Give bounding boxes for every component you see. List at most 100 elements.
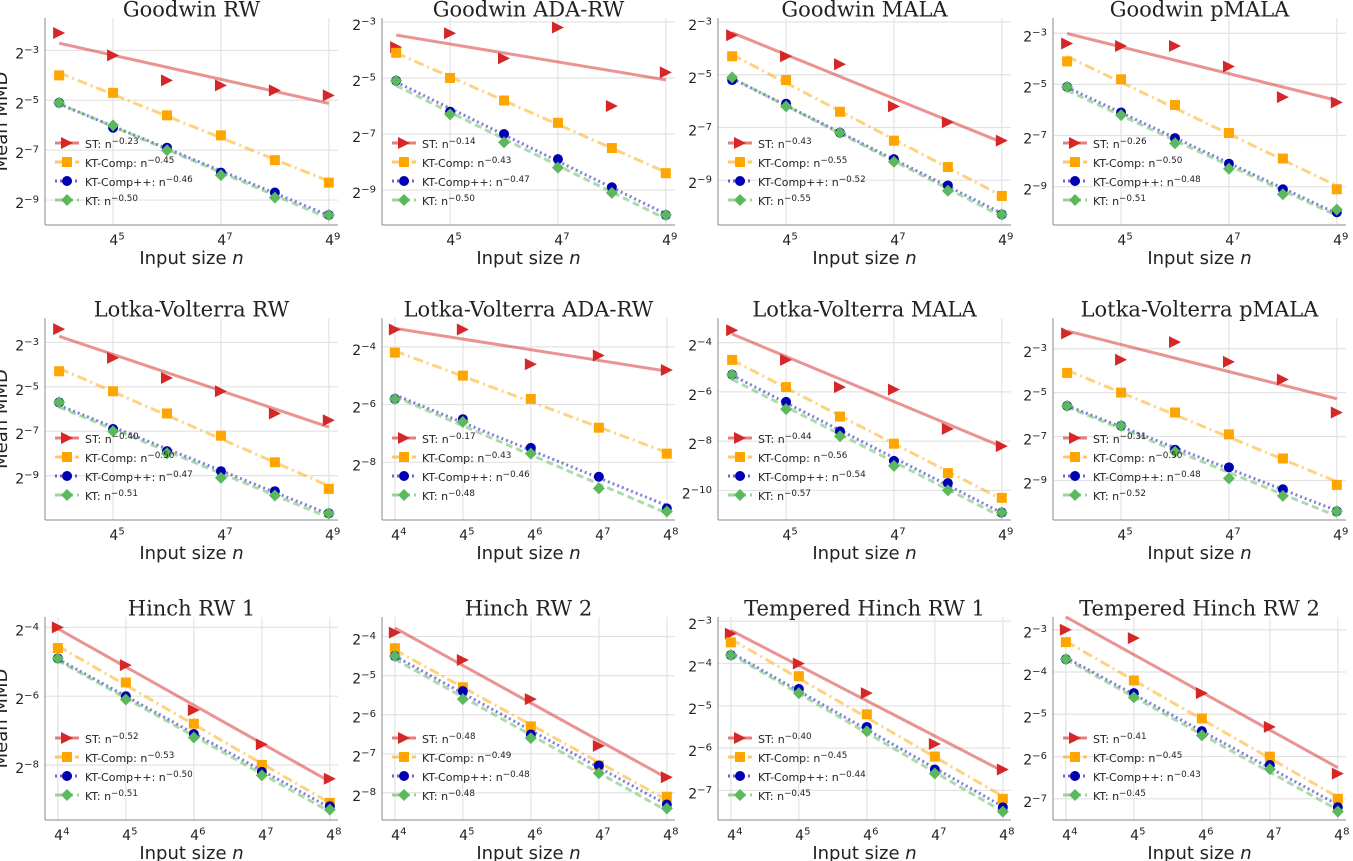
y-tick-label: 2−8: [352, 457, 376, 475]
fit-line: [731, 373, 1003, 515]
marker: [119, 659, 132, 672]
x-tick-label: 46: [527, 826, 542, 844]
marker: [860, 725, 873, 738]
y-tick-label: 2−3: [1023, 343, 1047, 361]
marker: [941, 184, 954, 197]
marker: [1331, 184, 1342, 195]
marker: [456, 654, 469, 667]
legend-marker: [1069, 789, 1081, 801]
legend-marker: [735, 471, 745, 481]
legend-label: KT-Comp++: n−0.48: [422, 770, 530, 784]
legend-marker: [398, 432, 410, 444]
x-tick-label: 47: [217, 526, 232, 544]
y-axis-label: Mean MMD: [0, 669, 12, 769]
legend-label: KT-Comp: n−0.53: [85, 751, 174, 765]
marker: [997, 793, 1008, 804]
marker: [444, 27, 457, 40]
marker: [108, 87, 119, 98]
x-tick-label: 47: [217, 231, 232, 249]
marker: [187, 731, 200, 744]
legend-label: KT-Comp: n−0.45: [1093, 751, 1182, 765]
y-tick-label: 2−4: [15, 622, 39, 640]
marker: [792, 687, 805, 700]
x-tick-label: 46: [1198, 826, 1213, 844]
x-tick-label: 45: [1117, 526, 1132, 544]
marker: [835, 106, 846, 117]
marker: [780, 100, 793, 113]
marker: [391, 47, 402, 58]
marker: [1222, 162, 1235, 175]
x-tick-label: 47: [1225, 526, 1240, 544]
legend-label: KT: n−0.50: [85, 194, 138, 208]
legend-label: KT: n−0.45: [1093, 789, 1146, 803]
y-tick-label: 2−5: [1023, 387, 1047, 405]
fit-line: [730, 637, 1004, 798]
marker: [215, 466, 226, 477]
y-tick-label: 2−3: [15, 45, 39, 63]
y-tick-label: 2−3: [688, 17, 712, 35]
legend-label: KT-Comp++: n−0.44: [758, 770, 866, 784]
fit-line: [58, 334, 330, 429]
y-tick-label: 2−6: [688, 386, 712, 404]
marker: [887, 155, 900, 168]
legend-marker: [62, 771, 72, 781]
marker: [1170, 99, 1181, 110]
legend-marker: [398, 194, 410, 206]
y-tick-label: 2−9: [352, 184, 376, 202]
y-tick-label: 2−7: [688, 785, 712, 803]
legend-marker: [399, 471, 409, 481]
y-tick-label: 2−3: [15, 337, 39, 355]
y-tick-label: 2−3: [352, 16, 376, 34]
legend-marker: [1070, 471, 1080, 481]
marker: [996, 492, 1007, 503]
legend-label: ST: n−0.31: [1093, 432, 1147, 446]
marker: [1276, 91, 1289, 104]
x-tick-label: 44: [1062, 826, 1077, 844]
marker: [214, 79, 227, 92]
legend-label: KT-Comp: n−0.56: [758, 451, 848, 465]
marker: [323, 483, 334, 494]
legend-marker: [62, 176, 72, 186]
legend-marker: [399, 176, 409, 186]
marker: [942, 162, 953, 173]
marker: [268, 489, 281, 502]
legend-label: KT-Comp++: n−0.47: [422, 175, 530, 189]
x-tick-label: 48: [663, 526, 678, 544]
marker: [605, 186, 618, 199]
marker: [781, 382, 792, 393]
marker: [1127, 691, 1140, 704]
marker: [780, 403, 793, 416]
marker: [1062, 56, 1073, 67]
marker: [161, 371, 174, 384]
fit-line: [731, 378, 1003, 519]
legend-label: KT-Comp: n−0.43: [422, 451, 511, 465]
marker: [1127, 632, 1140, 645]
x-tick-label: 47: [931, 826, 946, 844]
marker: [1223, 127, 1234, 138]
marker: [187, 704, 200, 717]
marker: [726, 71, 739, 84]
marker: [161, 74, 174, 87]
x-tick-label: 49: [1333, 526, 1348, 544]
marker: [1330, 406, 1343, 419]
x-tick-label: 48: [326, 826, 341, 844]
y-tick-label: 2−5: [15, 381, 39, 399]
marker: [54, 366, 65, 377]
marker: [1263, 720, 1276, 733]
legend-label: KT: n−0.50: [422, 194, 475, 208]
legend-marker: [1070, 176, 1080, 186]
fit-line: [395, 33, 667, 82]
y-tick-label: 2−6: [352, 399, 376, 417]
marker: [592, 349, 605, 362]
legend-label: ST: n−0.44: [758, 432, 812, 446]
marker: [551, 21, 564, 34]
y-tick-label: 2−4: [352, 341, 376, 359]
marker: [499, 95, 510, 106]
marker: [444, 108, 457, 121]
fit-line: [58, 366, 330, 488]
y-tick-label: 2−7: [1023, 793, 1047, 811]
marker: [322, 209, 335, 222]
legend-marker: [735, 771, 745, 781]
legend-label: KT-Comp: n−0.50: [1093, 156, 1183, 170]
marker: [941, 422, 954, 435]
